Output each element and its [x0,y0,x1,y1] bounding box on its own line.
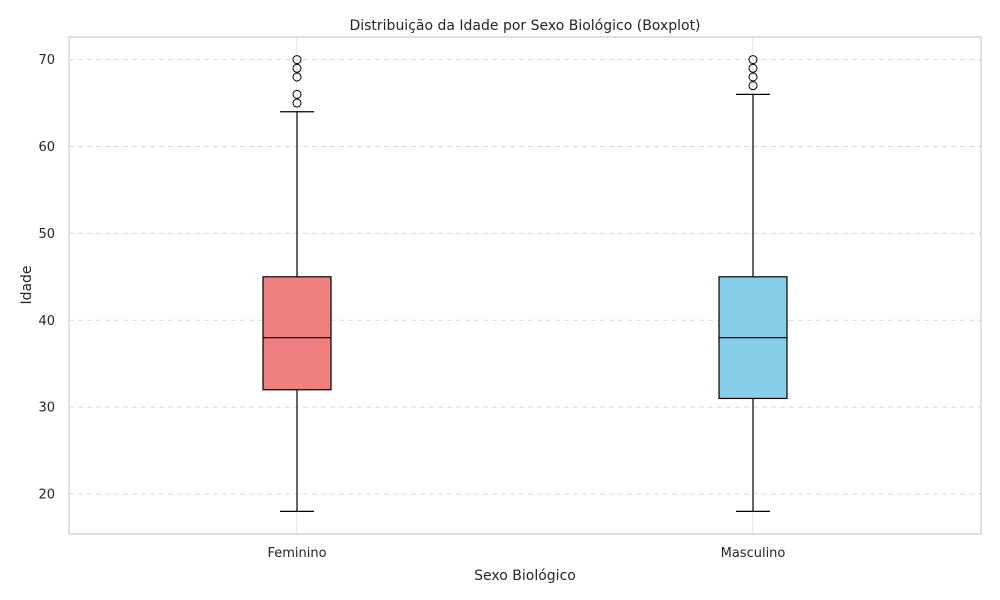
box-group [718,55,788,513]
x-axis-label: Sexo Biológico [474,568,576,584]
grid-lines [69,37,981,534]
box-iqr [262,276,332,391]
outlier-point [292,55,302,65]
outlier-point [292,98,302,108]
y-tick-label: 70 [38,53,55,68]
plot-frame [68,36,982,535]
outlier-point [748,55,758,65]
chart-title: Distribuição da Idade por Sexo Biológico… [349,18,700,34]
outlier-point [748,72,758,82]
y-axis-label: Idade [19,265,35,304]
y-axis: 20 30 40 50 60 70 [38,53,55,502]
outlier-point [292,89,302,99]
boxes [262,55,788,513]
outlier-point [748,81,758,91]
box-group [262,55,332,513]
outlier-point [292,72,302,82]
y-tick-label: 20 [38,488,55,503]
outlier-point [292,63,302,73]
y-tick-label: 60 [38,140,55,155]
y-tick-label: 30 [38,401,55,416]
x-axis: Feminino Masculino [267,546,785,561]
x-tick-label: Feminino [267,546,326,561]
y-tick-label: 50 [38,227,55,242]
outlier-point [748,63,758,73]
x-tick-label: Masculino [721,546,786,561]
y-tick-label: 40 [38,314,55,329]
